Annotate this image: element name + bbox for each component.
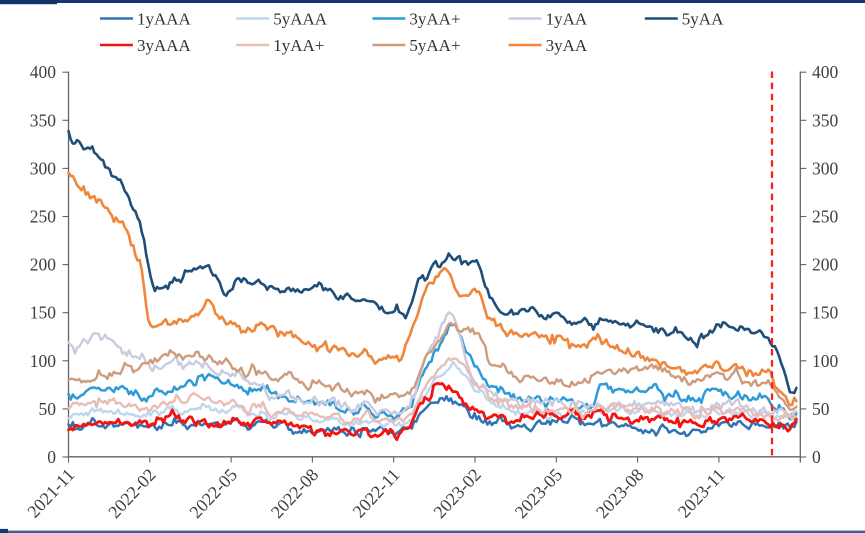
svg-text:5yAAA: 5yAAA	[273, 9, 328, 28]
svg-text:100: 100	[812, 351, 839, 371]
svg-text:1yAA: 1yAA	[546, 9, 588, 28]
svg-text:3yAA: 3yAA	[546, 36, 588, 55]
svg-text:50: 50	[39, 399, 57, 419]
svg-text:350: 350	[812, 110, 839, 130]
svg-text:150: 150	[812, 303, 839, 323]
svg-text:250: 250	[30, 207, 57, 227]
svg-text:350: 350	[30, 110, 57, 130]
svg-text:150: 150	[30, 303, 57, 323]
svg-text:200: 200	[30, 255, 57, 275]
svg-text:3yAAA: 3yAAA	[137, 36, 192, 55]
svg-text:0: 0	[47, 447, 56, 467]
svg-text:300: 300	[812, 158, 839, 178]
svg-text:1yAA+: 1yAA+	[273, 36, 324, 55]
svg-text:200: 200	[812, 255, 839, 275]
svg-text:1yAAA: 1yAAA	[137, 9, 192, 28]
svg-text:5yAA+: 5yAA+	[409, 36, 460, 55]
svg-text:300: 300	[30, 158, 57, 178]
svg-text:400: 400	[30, 62, 57, 82]
svg-text:5yAA: 5yAA	[682, 9, 724, 28]
svg-text:250: 250	[812, 207, 839, 227]
svg-text:50: 50	[812, 399, 830, 419]
svg-text:400: 400	[812, 62, 839, 82]
svg-text:3yAA+: 3yAA+	[409, 9, 460, 28]
svg-text:0: 0	[812, 447, 821, 467]
svg-text:100: 100	[30, 351, 57, 371]
